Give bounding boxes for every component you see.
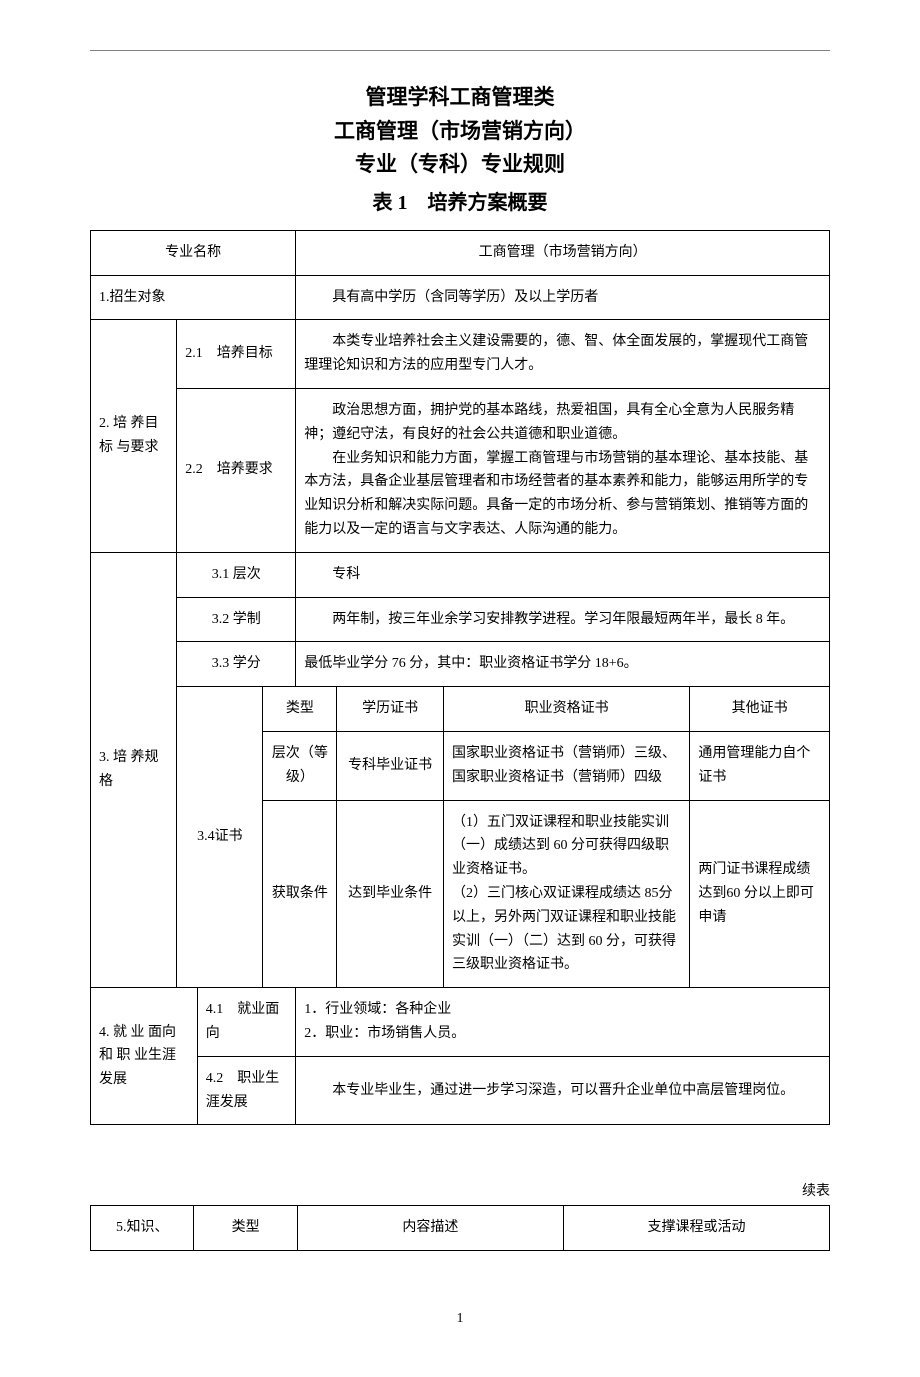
t2-c2: 类型 bbox=[194, 1206, 297, 1251]
cert-cond-label: 获取条件 bbox=[263, 800, 337, 988]
spec-34-label: 3.4证书 bbox=[177, 687, 263, 988]
spec-32-value: 两年制，按三年业余学习安排教学进程。学习年限最短两年半，最长 8 年。 bbox=[296, 597, 830, 642]
page-number: 1 bbox=[90, 1311, 830, 1327]
continue-label: 续表 bbox=[90, 1180, 830, 1200]
spec-32-label: 3.2 学制 bbox=[177, 597, 296, 642]
table-row: 2. 培 养目 标 与要求 2.1 培养目标 本类专业培养社会主义建设需要的，德… bbox=[91, 320, 830, 389]
cert-degree-level: 专科毕业证书 bbox=[337, 731, 444, 800]
cert-col-degree: 学历证书 bbox=[337, 687, 444, 732]
training-plan-table: 专业名称 工商管理（市场营销方向） 1.招生对象 具有高中学历（含同等学历）及以… bbox=[90, 230, 830, 1126]
page-top-divider bbox=[90, 50, 830, 51]
cert-type-label: 类型 bbox=[263, 687, 337, 732]
table-row: 4. 就 业 面向 和 职 业生涯发展 4.1 就业面向 1．行业领域：各种企业… bbox=[91, 988, 830, 1057]
table-row: 4.2 职业生涯发展 本专业毕业生，通过进一步学习深造，可以晋升企业单位中高层管… bbox=[91, 1056, 830, 1125]
table-row: 2.2 培养要求 政治思想方面，拥护党的基本路线，热爱祖国，具有全心全意为人民服… bbox=[91, 388, 830, 552]
spec-label: 3. 培 养规格 bbox=[91, 552, 177, 987]
goals-sub1-label: 2.1 培养目标 bbox=[177, 320, 296, 389]
header-line-1: 管理学科工商管理类 bbox=[90, 81, 830, 115]
table-row: 1.招生对象 具有高中学历（含同等学历）及以上学历者 bbox=[91, 275, 830, 320]
table-row: 5.知识、 类型 内容描述 支撑课程或活动 bbox=[91, 1206, 830, 1251]
table-caption: 表 1 培养方案概要 bbox=[90, 186, 830, 215]
header-line-3: 专业（专科）专业规则 bbox=[90, 148, 830, 182]
cert-col-voc: 职业资格证书 bbox=[444, 687, 690, 732]
continuation-table: 5.知识、 类型 内容描述 支撑课程或活动 bbox=[90, 1205, 830, 1251]
cert-level-label: 层次（等级） bbox=[263, 731, 337, 800]
career-42-value: 本专业毕业生，通过进一步学习深造，可以晋升企业单位中高层管理岗位。 bbox=[296, 1056, 830, 1125]
spec-31-value: 专科 bbox=[296, 552, 830, 597]
table-row: 3.3 学分 最低毕业学分 76 分，其中：职业资格证书学分 18+6。 bbox=[91, 642, 830, 687]
cert-voc-level: 国家职业资格证书（营销师）三级、国家职业资格证书（营销师）四级 bbox=[444, 731, 690, 800]
career-41-value: 1．行业领域：各种企业 2．职业：市场销售人员。 bbox=[296, 988, 830, 1057]
goals-sub1-value: 本类专业培养社会主义建设需要的，德、智、体全面发展的，掌握现代工商管理理论知识和… bbox=[296, 320, 830, 389]
t2-c1: 5.知识、 bbox=[91, 1206, 194, 1251]
goals-sub2-label: 2.2 培养要求 bbox=[177, 388, 296, 552]
goals-label: 2. 培 养目 标 与要求 bbox=[91, 320, 177, 552]
table-row: 3.4证书 类型 学历证书 职业资格证书 其他证书 bbox=[91, 687, 830, 732]
cert-voc-cond: （1）五门双证课程和职业技能实训（一）成绩达到 60 分可获得四级职业资格证书。… bbox=[444, 800, 690, 988]
spacer bbox=[90, 1125, 830, 1165]
admission-value: 具有高中学历（含同等学历）及以上学历者 bbox=[296, 275, 830, 320]
cert-col-other: 其他证书 bbox=[690, 687, 830, 732]
spec-33-label: 3.3 学分 bbox=[177, 642, 296, 687]
table-row: 专业名称 工商管理（市场营销方向） bbox=[91, 230, 830, 275]
cert-other-cond: 两门证书课程成绩达到60 分以上即可申请 bbox=[690, 800, 830, 988]
spec-31-label: 3.1 层次 bbox=[177, 552, 296, 597]
header-line-2: 工商管理（市场营销方向） bbox=[90, 115, 830, 149]
career-label: 4. 就 业 面向 和 职 业生涯发展 bbox=[91, 988, 198, 1125]
goals-sub2-value: 政治思想方面，拥护党的基本路线，热爱祖国，具有全心全意为人民服务精神；遵纪守法，… bbox=[296, 388, 830, 552]
profession-name-value: 工商管理（市场营销方向） bbox=[296, 230, 830, 275]
t2-c3: 内容描述 bbox=[297, 1206, 563, 1251]
admission-label: 1.招生对象 bbox=[91, 275, 296, 320]
career-42-label: 4.2 职业生涯发展 bbox=[197, 1056, 296, 1125]
cert-other-level: 通用管理能力自个证书 bbox=[690, 731, 830, 800]
profession-name-label: 专业名称 bbox=[91, 230, 296, 275]
table-row: 3. 培 养规格 3.1 层次 专科 bbox=[91, 552, 830, 597]
career-41-label: 4.1 就业面向 bbox=[197, 988, 296, 1057]
t2-c4: 支撑课程或活动 bbox=[563, 1206, 829, 1251]
spec-33-value: 最低毕业学分 76 分，其中：职业资格证书学分 18+6。 bbox=[296, 642, 830, 687]
table-row: 3.2 学制 两年制，按三年业余学习安排教学进程。学习年限最短两年半，最长 8 … bbox=[91, 597, 830, 642]
document-header: 管理学科工商管理类 工商管理（市场营销方向） 专业（专科）专业规则 表 1 培养… bbox=[90, 81, 830, 215]
cert-degree-cond: 达到毕业条件 bbox=[337, 800, 444, 988]
